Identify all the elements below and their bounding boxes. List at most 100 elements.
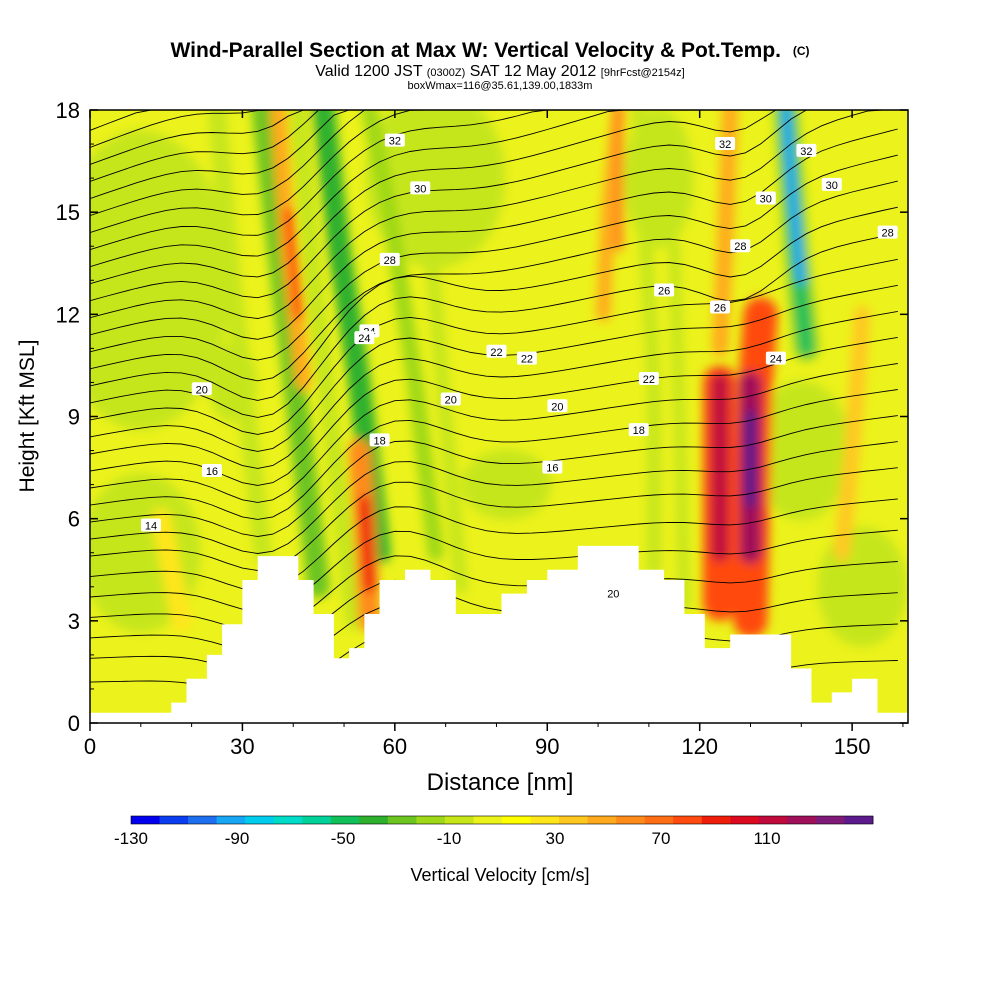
theta-label-8: 32 [384, 133, 405, 148]
x-axis-label: Distance [nm] [427, 769, 574, 796]
theta-contour-line-9 [90, 389, 898, 520]
y-tick-label-12: 12 [56, 302, 80, 327]
velocity-blob-0 [90, 130, 231, 431]
theta-contour-line-26 [90, 110, 898, 217]
velocity-blob-6 [461, 449, 552, 520]
colorbar-swatch-6 [302, 816, 332, 824]
colorbar-swatch-12 [473, 816, 503, 824]
velocity-band-32 [151, 508, 192, 631]
colorbar-tick-label-4: 30 [546, 829, 565, 848]
y-tick-label-3: 3 [68, 609, 80, 634]
svg-text:18: 18 [633, 425, 645, 437]
colorbar-tick-label-5: 70 [652, 829, 671, 848]
y-axis: 0 3 6 9 12 15 18 [56, 98, 908, 736]
chart-title-main: Wind-Parallel Section at Max W: Vertical… [170, 39, 781, 62]
colorbar-label: Vertical Velocity [cm/s] [410, 865, 589, 885]
velocity-band-10 [289, 110, 364, 630]
theta-label-16: 30 [755, 191, 776, 206]
theta-contour-line-20 [90, 110, 898, 319]
theta-label-23: 30 [821, 177, 842, 192]
theta-contour-line-18 [90, 154, 898, 361]
theta-label-11: 20 [547, 399, 568, 413]
colorbar-frame [130, 815, 874, 825]
y-tick-label-6: 6 [68, 507, 80, 532]
colorbar-swatch-7 [330, 816, 360, 824]
colorbar-swatch-22 [758, 816, 788, 824]
chart-subtitle: Valid 1200 JST (0300Z) SAT 12 May 2012 [… [315, 63, 684, 80]
chart-title-suffix: (C) [793, 44, 810, 58]
velocity-blob-4 [751, 380, 852, 521]
velocity-band-14 [631, 110, 661, 577]
svg-text:18: 18 [373, 435, 385, 447]
theta-contour-line-25 [90, 110, 898, 234]
svg-text:20: 20 [607, 589, 619, 601]
velocity-blob-2 [365, 110, 506, 269]
theta-label-17: 32 [796, 143, 817, 158]
theta-contour-line-19 [90, 128, 898, 340]
theta-contours [90, 110, 898, 697]
svg-text:26: 26 [714, 303, 726, 315]
colorbar-swatch-16 [587, 816, 617, 824]
theta-contour-line-4 [90, 529, 898, 612]
svg-text:20: 20 [551, 401, 563, 413]
theta-contour-line-14 [90, 258, 898, 435]
theta-label-7: 30 [410, 181, 431, 195]
theta-label-3: 20 [440, 392, 461, 406]
x-tick-label-0: 0 [84, 734, 96, 759]
svg-text:22: 22 [521, 354, 533, 366]
svg-text:20: 20 [196, 384, 208, 396]
colorbar-swatch-15 [559, 816, 589, 824]
plot-area: 14 16 18 20 22 24 28 30 32 20 18 20 22 24 26 28 30 32 16 22… [90, 110, 908, 723]
theta-contour-line-29 [90, 110, 898, 165]
theta-contour-line-5 [90, 498, 898, 592]
theta-label-12: 22 [638, 372, 659, 386]
velocity-band-31 [834, 306, 871, 561]
theta-label-24: 32 [715, 137, 736, 151]
theta-label-19: 22 [486, 344, 507, 359]
theta-label-13: 24 [765, 351, 786, 366]
theta-label-22: 28 [877, 225, 898, 240]
colorbar: -130 -90 -50 -10 30 70 110 [114, 815, 874, 848]
y-tick-label-15: 15 [56, 200, 80, 225]
theta-contour-line-23 [90, 110, 898, 268]
colorbar-swatch-4 [245, 816, 275, 824]
theta-contour-line-30 [90, 110, 898, 148]
svg-text:16: 16 [206, 466, 218, 478]
theta-contour-line-10 [90, 363, 898, 503]
theta-contour-line-12 [90, 310, 898, 469]
theta-contour-line-17 [90, 180, 898, 382]
x-tick-label-90: 90 [535, 734, 559, 759]
theta-contour-line-22 [90, 110, 898, 285]
theta-label-4: 22 [516, 351, 537, 366]
colorbar-swatch-8 [359, 816, 389, 824]
svg-text:24: 24 [770, 354, 782, 366]
theta-contour-line-6 [90, 467, 898, 571]
colorbar-swatch-5 [273, 816, 303, 824]
colorbar-swatch-3 [216, 816, 246, 824]
y-tick-label-18: 18 [56, 98, 80, 123]
theta-contour-line-21 [90, 110, 898, 302]
theta-label-21: 26 [654, 283, 675, 297]
svg-text:26: 26 [658, 285, 670, 297]
colorbar-swatch-17 [616, 816, 646, 824]
theta-label-18: 16 [542, 460, 563, 475]
colorbar-swatch-11 [444, 816, 474, 824]
velocity-band-22 [358, 495, 376, 593]
svg-text:32: 32 [800, 146, 812, 158]
theta-contour-line-15 [90, 232, 898, 418]
theta-label-1: 16 [201, 463, 222, 478]
theta-label-20: 24 [354, 331, 375, 345]
theta-label-15: 28 [730, 239, 751, 253]
theta-contour-line-16 [90, 206, 898, 401]
svg-text:28: 28 [734, 241, 746, 253]
theta-label-10: 18 [628, 423, 649, 437]
x-tick-label-120: 120 [681, 734, 718, 759]
theta-label-9: 20 [191, 382, 212, 396]
x-tick-label-30: 30 [230, 734, 254, 759]
theta-contour-labels: 14 16 18 20 22 24 28 30 32 20 18 20 22 24 26 28 30 32 16 22… [140, 133, 898, 601]
y-tick-label-0: 0 [68, 711, 80, 736]
colorbar-swatch-1 [159, 816, 189, 824]
theta-contour-line-7 [90, 441, 898, 554]
colorbar-swatch-18 [644, 816, 674, 824]
